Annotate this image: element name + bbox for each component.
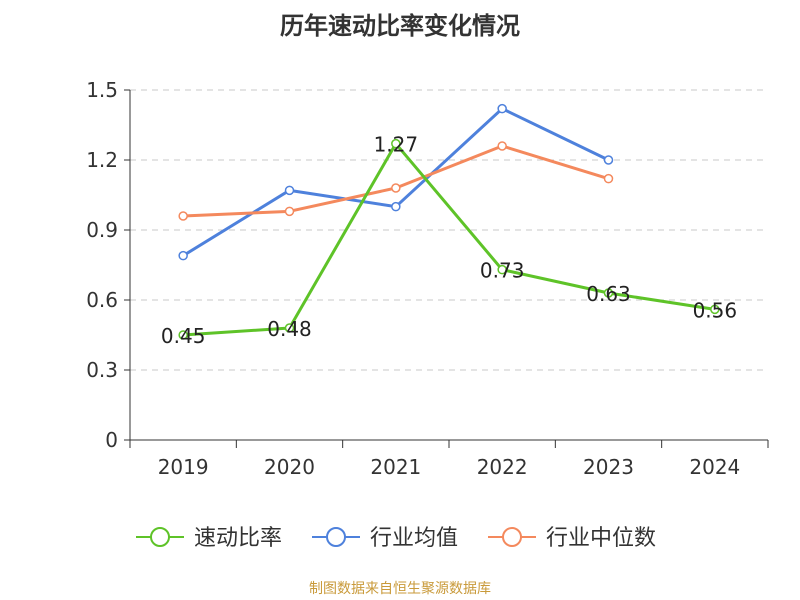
data-point-series-3 [603, 173, 614, 184]
y-tick-label: 0.3 [86, 358, 118, 382]
data-point-series-1 [710, 304, 720, 315]
y-tick-label: 0.6 [86, 288, 118, 312]
x-tick-label: 2021 [370, 455, 421, 479]
series-line-1 [183, 142, 716, 337]
data-label: 0.56 [693, 298, 738, 322]
data-label: 0.48 [267, 317, 312, 341]
y-tick-label: 0 [105, 428, 118, 452]
series-line-2 [182, 107, 610, 257]
data-label-layer: 0.45 0.48 1.27 0.73 0.63 0.56 [161, 133, 737, 348]
x-tick-label: 2024 [689, 455, 740, 479]
data-point-series-1 [603, 288, 614, 298]
data-label: 0.73 [480, 259, 525, 283]
chart-title: 历年速动比率变化情况 [280, 12, 520, 40]
legend-marker [502, 527, 522, 547]
data-point-series-1 [284, 323, 295, 333]
data-label: 1.27 [374, 133, 419, 157]
series-layer [178, 103, 720, 340]
x-tick-label: 2019 [158, 455, 209, 479]
y-tick-label: 1.2 [86, 148, 118, 172]
legend: 速动比率 行业均值 行业中位数 [136, 526, 656, 551]
data-point-series-3 [284, 206, 295, 217]
data-label: 0.63 [586, 282, 631, 306]
data-point-series-1 [391, 138, 401, 149]
source-footer: 制图数据来自恒生聚源数据库 [309, 581, 491, 597]
data-point-series-3 [178, 211, 188, 221]
y-tick-label: 1.5 [86, 78, 118, 102]
legend-label: 行业中位数 [546, 526, 656, 551]
data-point-series-2 [284, 185, 295, 196]
data-point-series-1 [178, 330, 188, 340]
data-point-series-1 [497, 264, 507, 275]
data-point-series-2 [178, 250, 188, 261]
data-point-series-3 [391, 183, 401, 193]
data-point-series-2 [391, 201, 401, 212]
legend-marker [326, 527, 346, 547]
axis-layer: 0 0.3 0.6 0.9 1.2 1.5 2019 2020 2021 2022 2023 2024 [86, 78, 769, 479]
legend-label: 速动比率 [194, 526, 282, 551]
data-point-series-3 [497, 141, 507, 151]
y-tick-label: 0.9 [86, 218, 118, 242]
legend-marker [150, 527, 170, 547]
data-point-series-2 [497, 103, 507, 114]
legend-label: 行业均值 [370, 526, 458, 551]
data-point-series-2 [603, 155, 614, 165]
x-tick-label: 2022 [477, 455, 528, 479]
data-label: 0.45 [161, 324, 206, 348]
x-tick-label: 2020 [264, 455, 315, 479]
x-tick-label: 2023 [583, 455, 634, 479]
